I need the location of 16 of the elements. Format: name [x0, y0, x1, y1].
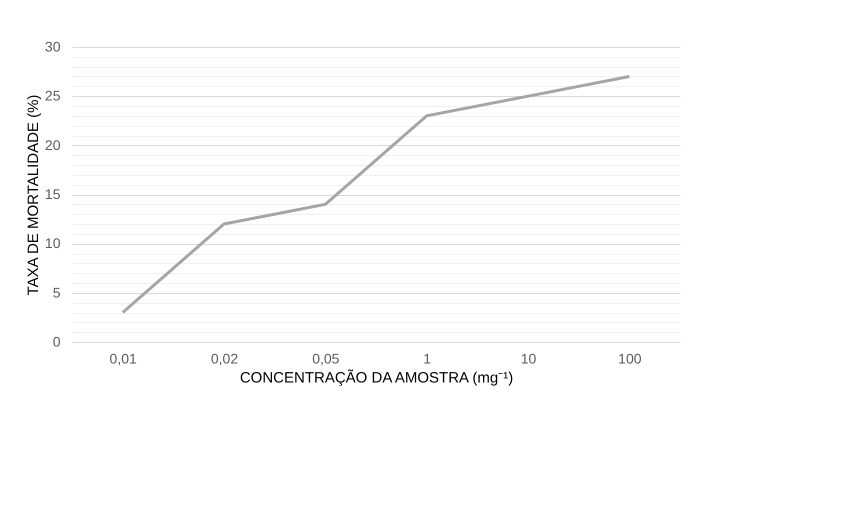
x-tick-label: 10	[520, 350, 536, 366]
y-tick-label: 10	[44, 235, 61, 252]
y-axis-title: TAXA DE MORTALIDADE (%)	[24, 94, 42, 296]
x-tick-label: 0,05	[312, 350, 340, 366]
y-tick-label: 15	[44, 186, 61, 202]
y-tick-label: 30	[44, 38, 61, 54]
x-axis-title: CONCENTRAÇÃO DA AMOSTRA (mg⁻¹)	[240, 368, 514, 386]
y-tick-label: 0	[52, 334, 61, 350]
x-tick-label: 0,01	[110, 350, 138, 366]
x-tick-label: 0,02	[210, 350, 238, 366]
x-tick-label: 100	[618, 350, 642, 366]
line-series	[121, 75, 631, 314]
y-tick-label: 5	[52, 284, 61, 300]
y-tick-label: 25	[44, 88, 61, 104]
y-tick-label: 20	[44, 136, 61, 153]
x-tick-label: 1	[423, 350, 432, 366]
